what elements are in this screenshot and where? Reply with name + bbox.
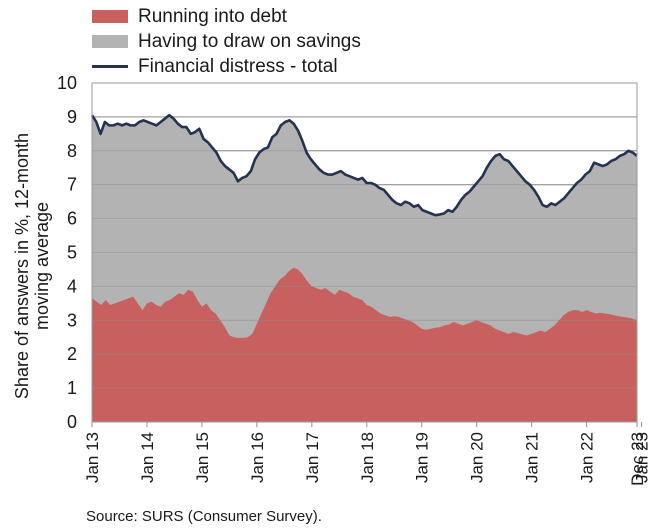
x-tick-label-4: Jan 17 — [303, 432, 322, 483]
x-tick-label-1: Jan 14 — [138, 432, 157, 483]
y-tick-labels: 0 1 2 3 4 5 6 7 8 9 10 — [57, 73, 77, 432]
x-tick-label-7: Jan 20 — [468, 432, 487, 483]
y-tick-label-7: 7 — [67, 175, 77, 195]
y-tick-label-3: 3 — [67, 310, 77, 330]
x-tick-label-6: Jan 19 — [413, 432, 432, 483]
legend-swatch-debt — [92, 10, 128, 23]
y-tick-label-8: 8 — [67, 141, 77, 161]
legend-label-debt: Running into debt — [138, 5, 287, 27]
x-tick-label-10: Jan 23 — [633, 432, 650, 483]
x-tick-label-0: Jan 13 — [83, 432, 102, 483]
x-tick-label-11: Dec 23 — [628, 432, 647, 486]
y-tick-label-2: 2 — [67, 344, 77, 364]
legend-item-debt: Running into debt — [92, 4, 361, 29]
area-layer — [92, 115, 637, 422]
plot-frame — [91, 82, 638, 423]
legend-swatch-savings — [92, 35, 128, 48]
line-layer — [90, 113, 638, 217]
y-tick-label-1: 1 — [67, 378, 77, 398]
gridlines-overlay — [92, 116, 637, 389]
legend-swatch-total — [92, 65, 128, 68]
y-tick-label-10: 10 — [57, 73, 77, 93]
series-line-financial-distress-total — [90, 113, 638, 217]
x-tick-labels: Jan 13 Jan 14 Jan 15 Jan 16 Jan 17 Jan 18 Jan … — [83, 422, 650, 486]
x-tick-label-2: Jan 15 — [193, 432, 212, 483]
y-tick-label-5: 5 — [67, 243, 77, 263]
y-tick-label-0: 0 — [67, 412, 77, 432]
legend-item-savings: Having to draw on savings — [92, 29, 361, 54]
legend: Running into debt Having to draw on savi… — [92, 4, 361, 79]
x-tick-label-5: Jan 18 — [358, 432, 377, 483]
x-tick-label-8: Jan 21 — [523, 432, 542, 483]
legend-label-savings: Having to draw on savings — [138, 30, 361, 52]
series-area-running-into-debt — [92, 267, 637, 422]
legend-label-total: Financial distress - total — [138, 55, 338, 77]
y-tick-label-6: 6 — [67, 209, 77, 229]
x-tick-label-9: Jan 22 — [578, 432, 597, 483]
y-tick-label-4: 4 — [67, 276, 77, 296]
y-tick-label-9: 9 — [67, 107, 77, 127]
y-axis-label: Share of answers in %, 12-month moving a… — [12, 132, 52, 400]
source-text: SURS (Consumer Survey). — [141, 508, 322, 525]
legend-item-total: Financial distress - total — [92, 54, 361, 79]
source-note: Source: SURS (Consumer Survey). — [86, 508, 322, 525]
x-tick-label-3: Jan 16 — [248, 432, 267, 483]
